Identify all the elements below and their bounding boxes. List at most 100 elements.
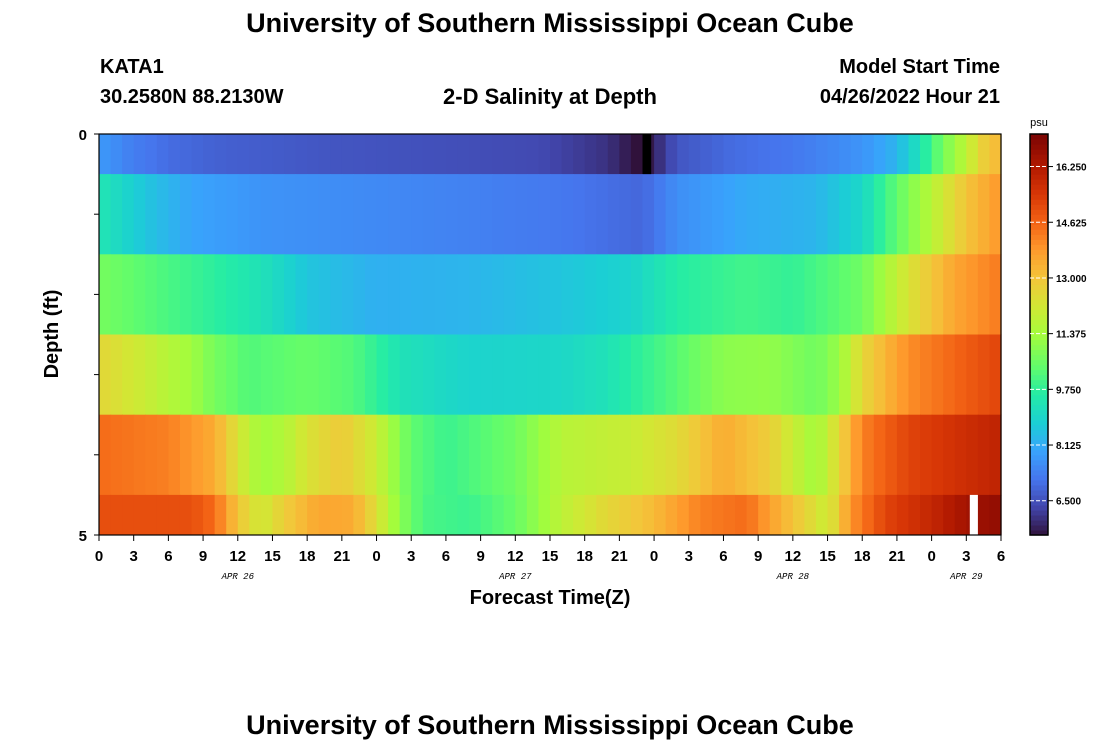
heatmap-cell (839, 334, 852, 416)
colorbar-segment (1030, 479, 1048, 486)
heatmap-cell (330, 254, 343, 335)
heatmap-cell (272, 414, 285, 496)
heatmap-cell (642, 494, 655, 536)
heatmap-cell (584, 494, 597, 536)
heatmap-cell (364, 334, 378, 416)
heatmap-cell (445, 494, 459, 536)
heatmap-cell (503, 334, 516, 416)
heatmap-cell (943, 174, 956, 255)
heatmap-cell (931, 174, 944, 255)
heatmap-cell (249, 254, 262, 335)
colorbar-segment (1030, 349, 1048, 356)
heatmap-cell (885, 174, 898, 255)
colorbar-segment (1030, 264, 1048, 270)
heatmap-cell (272, 254, 285, 335)
heatmap-cell (214, 414, 227, 496)
heatmap-cell (550, 174, 563, 255)
colorbar-segment (1030, 144, 1048, 150)
colorbar-tick-label: 16.250 (1056, 163, 1087, 174)
heatmap-cell (665, 334, 678, 416)
heatmap-cell (931, 494, 944, 536)
heatmap-cell (191, 414, 204, 496)
heatmap-cell (133, 174, 146, 255)
heatmap-cell (353, 254, 366, 335)
heatmap-cell (792, 334, 806, 416)
heatmap-cell (550, 134, 563, 175)
heatmap-cell (781, 414, 794, 496)
heatmap-cell (388, 414, 401, 496)
heatmap-cell (411, 254, 424, 335)
heatmap-cell (873, 494, 886, 536)
x-tick-label: 15 (819, 548, 836, 565)
heatmap-cell (330, 174, 343, 255)
heatmap-cell (827, 334, 840, 416)
heatmap-cell (260, 174, 274, 255)
date-label: APR 28 (776, 572, 810, 582)
colorbar-segment (1030, 474, 1048, 481)
heatmap-cell (607, 334, 620, 416)
heatmap-cell (896, 134, 910, 175)
heatmap-cell (688, 414, 701, 496)
heatmap-cell (249, 494, 262, 536)
heatmap-cell (156, 494, 169, 536)
heatmap-cell (445, 134, 459, 175)
heatmap-cell (550, 334, 563, 416)
heatmap-cell (584, 134, 597, 175)
heatmap-cell (920, 334, 933, 416)
heatmap-cell (943, 334, 956, 416)
heatmap-cell (364, 254, 378, 335)
colorbar-segment (1030, 494, 1048, 501)
heatmap-cell (896, 494, 910, 536)
heatmap-cell (954, 174, 967, 255)
heatmap-cell (550, 494, 563, 536)
colorbar-segment (1030, 249, 1048, 255)
heatmap-cell (654, 334, 667, 416)
heatmap-cell (422, 494, 435, 536)
heatmap-cell (515, 134, 528, 175)
heatmap-cell (977, 134, 991, 175)
heatmap-cell (758, 494, 771, 536)
heatmap-cell (966, 174, 979, 255)
colorbar-segment (1030, 304, 1048, 311)
heatmap-cell (526, 174, 540, 255)
heatmap-cell (145, 334, 158, 416)
heatmap-cell (191, 174, 204, 255)
heatmap-cell (353, 334, 366, 416)
colorbar-segment (1030, 244, 1048, 250)
heatmap-cell (295, 414, 308, 496)
heatmap-cell (896, 174, 910, 255)
heatmap-cell (804, 174, 817, 255)
heatmap-cell (723, 334, 736, 416)
heatmap-cell (758, 134, 771, 175)
heatmap-cell (885, 334, 898, 416)
heatmap-cell (943, 134, 956, 175)
heatmap-cell (677, 494, 690, 536)
heatmap-cell (99, 494, 112, 536)
heatmap-cell (237, 334, 250, 416)
heatmap-cell (411, 174, 424, 255)
heatmap-cell (839, 414, 852, 496)
heatmap-cell (422, 414, 435, 496)
colorbar-segment (1030, 189, 1048, 195)
colorbar-segment (1030, 224, 1048, 230)
heatmap-cell (503, 174, 516, 255)
heatmap-cell (966, 414, 979, 496)
heatmap-cell (480, 134, 493, 175)
heatmap-cell (735, 174, 748, 255)
heatmap-cell (110, 414, 123, 496)
heatmap-cell (792, 494, 806, 536)
heatmap-cell (469, 254, 482, 335)
heatmap-cell (654, 494, 667, 536)
heatmap-cell (469, 414, 482, 496)
heatmap-cell (908, 414, 921, 496)
heatmap-cell (850, 254, 863, 335)
heatmap-cell (353, 414, 366, 496)
heatmap-cell (862, 414, 875, 496)
heatmap-cell (364, 134, 378, 175)
colorbar-segment (1030, 424, 1048, 431)
colorbar-segment (1030, 194, 1048, 200)
heatmap-cell (630, 174, 644, 255)
heatmap-cell (746, 494, 759, 536)
heatmap-cell (156, 134, 169, 175)
heatmap-cell (781, 134, 794, 175)
